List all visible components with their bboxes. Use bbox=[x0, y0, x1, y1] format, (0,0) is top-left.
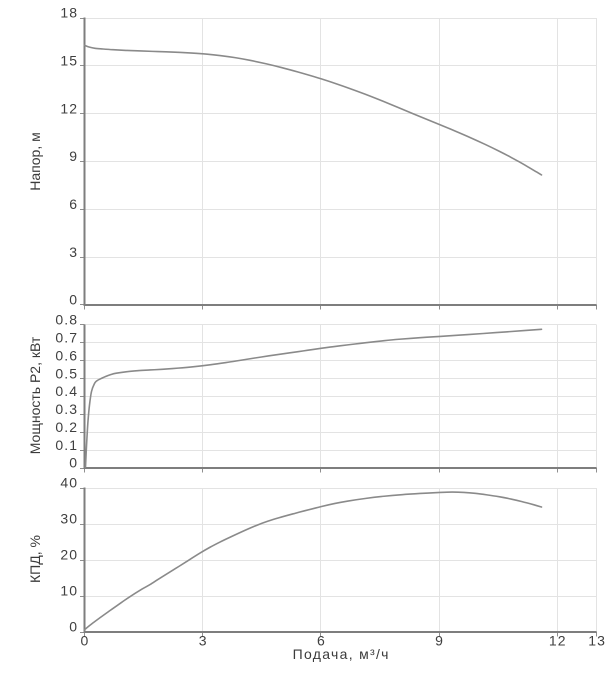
svg-text:9: 9 bbox=[69, 148, 78, 164]
svg-text:12: 12 bbox=[549, 633, 567, 649]
svg-text:Подача, м³/ч: Подача, м³/ч bbox=[293, 646, 390, 662]
svg-text:6: 6 bbox=[69, 196, 78, 212]
svg-text:КПД, %: КПД, % bbox=[27, 535, 43, 583]
svg-text:0: 0 bbox=[69, 292, 78, 308]
svg-text:18: 18 bbox=[60, 5, 78, 21]
svg-text:0.4: 0.4 bbox=[55, 383, 78, 399]
svg-text:Мощность Р2, кВт: Мощность Р2, кВт bbox=[27, 336, 43, 454]
svg-text:0.7: 0.7 bbox=[55, 330, 78, 346]
svg-text:0.2: 0.2 bbox=[55, 419, 78, 435]
svg-text:12: 12 bbox=[60, 100, 78, 116]
svg-text:10: 10 bbox=[60, 583, 78, 599]
svg-text:0: 0 bbox=[69, 619, 78, 635]
svg-text:0.1: 0.1 bbox=[55, 437, 78, 453]
svg-text:3: 3 bbox=[199, 633, 208, 649]
svg-text:0: 0 bbox=[69, 455, 78, 471]
svg-text:0.3: 0.3 bbox=[55, 401, 78, 417]
svg-text:15: 15 bbox=[60, 53, 78, 69]
svg-text:30: 30 bbox=[60, 511, 78, 527]
svg-text:13: 13 bbox=[588, 633, 606, 649]
svg-text:6: 6 bbox=[317, 633, 326, 649]
svg-text:3: 3 bbox=[69, 244, 78, 260]
svg-text:9: 9 bbox=[435, 633, 444, 649]
svg-text:40: 40 bbox=[60, 475, 78, 491]
svg-text:0.8: 0.8 bbox=[55, 312, 78, 328]
svg-text:0.6: 0.6 bbox=[55, 347, 78, 363]
svg-text:0: 0 bbox=[81, 633, 90, 649]
svg-text:20: 20 bbox=[60, 547, 78, 563]
svg-text:Напор, м: Напор, м bbox=[27, 132, 43, 190]
svg-text:0.5: 0.5 bbox=[55, 365, 78, 381]
